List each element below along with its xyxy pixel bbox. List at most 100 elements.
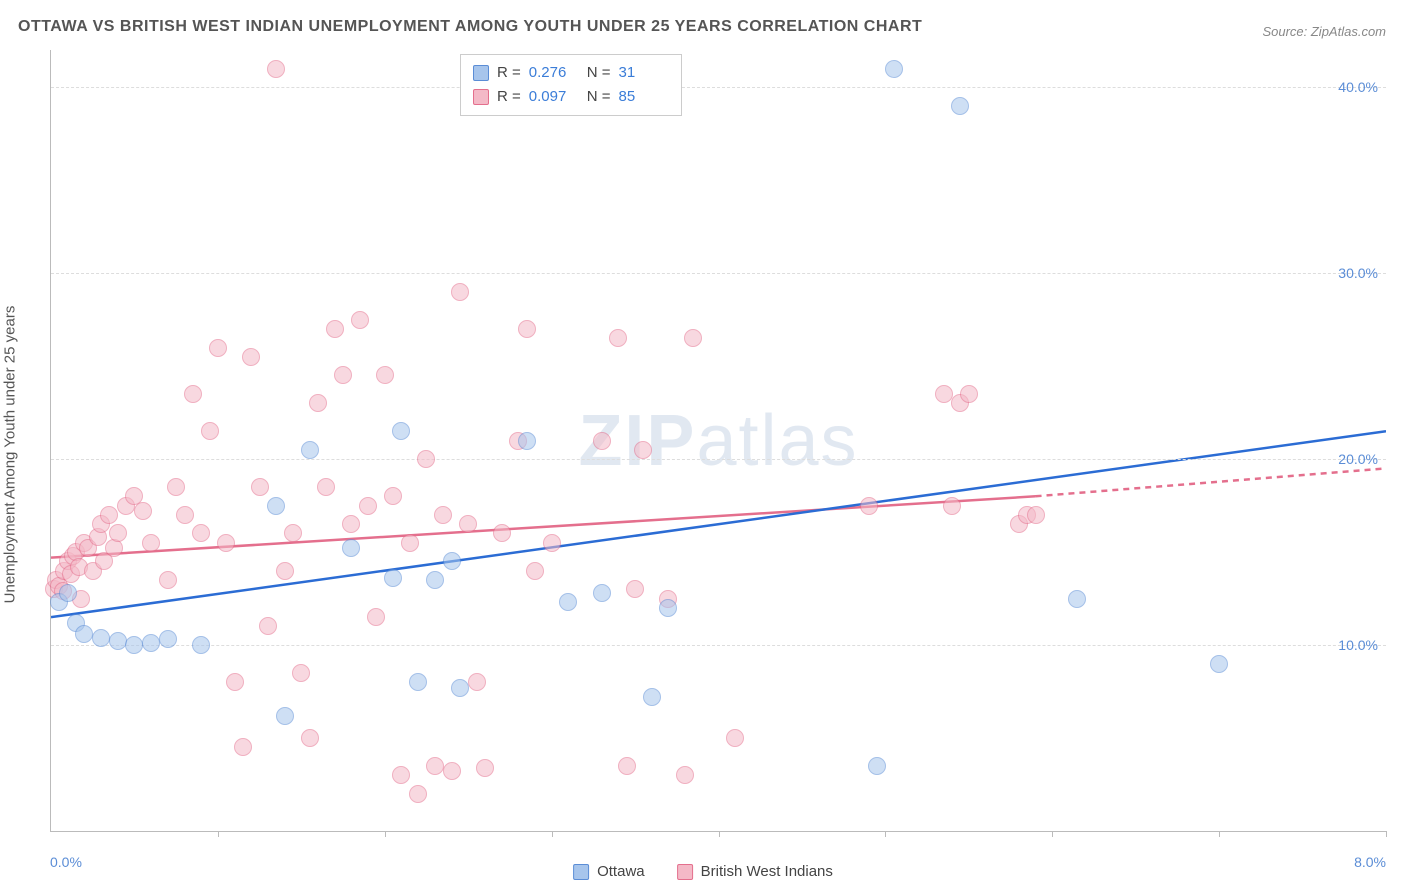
data-point — [59, 584, 77, 602]
stats-legend-box: R = 0.276 N = 31 R = 0.097 N = 85 — [460, 54, 682, 116]
data-point — [593, 432, 611, 450]
x-tick — [385, 831, 386, 837]
data-point — [125, 636, 143, 654]
data-point — [100, 506, 118, 524]
bottom-legend: Ottawa British West Indians — [573, 863, 833, 880]
x-tick — [885, 831, 886, 837]
data-point — [359, 497, 377, 515]
gridline — [51, 273, 1386, 274]
source-attribution: Source: ZipAtlas.com — [1262, 24, 1386, 39]
data-point — [459, 515, 477, 533]
data-point — [142, 534, 160, 552]
data-point — [443, 762, 461, 780]
chart-title: OTTAWA VS BRITISH WEST INDIAN UNEMPLOYME… — [18, 18, 922, 36]
data-point — [543, 534, 561, 552]
data-point — [476, 759, 494, 777]
data-point — [184, 385, 202, 403]
data-point — [392, 766, 410, 784]
legend-item-ottawa: Ottawa — [573, 863, 645, 880]
data-point — [242, 348, 260, 366]
gridline — [51, 645, 1386, 646]
data-point — [326, 320, 344, 338]
data-point — [217, 534, 235, 552]
data-point — [935, 385, 953, 403]
data-point — [301, 729, 319, 747]
data-point — [593, 584, 611, 602]
data-point — [276, 707, 294, 725]
data-point — [401, 534, 419, 552]
data-point — [868, 757, 886, 775]
data-point — [201, 422, 219, 440]
data-point — [559, 593, 577, 611]
gridline — [51, 87, 1386, 88]
data-point — [426, 757, 444, 775]
n-value-bwi: 85 — [619, 85, 669, 109]
data-point — [1027, 506, 1045, 524]
stats-row-bwi: R = 0.097 N = 85 — [473, 85, 669, 109]
x-tick — [1386, 831, 1387, 837]
data-point — [192, 636, 210, 654]
swatch-bwi-2 — [677, 864, 693, 880]
data-point — [618, 757, 636, 775]
y-tick-label: 40.0% — [1338, 79, 1378, 95]
data-point — [342, 515, 360, 533]
data-point — [75, 625, 93, 643]
data-point — [860, 497, 878, 515]
r-label: R = — [497, 61, 521, 85]
y-tick-label: 10.0% — [1338, 637, 1378, 653]
trend-lines — [51, 50, 1386, 831]
data-point — [676, 766, 694, 784]
x-tick — [552, 831, 553, 837]
n-value-ottawa: 31 — [619, 61, 669, 85]
y-tick-label: 30.0% — [1338, 265, 1378, 281]
data-point — [434, 506, 452, 524]
gridline — [51, 459, 1386, 460]
y-axis-label: Unemployment Among Youth under 25 years — [2, 306, 19, 604]
r-value-ottawa: 0.276 — [529, 61, 579, 85]
data-point — [159, 630, 177, 648]
data-point — [960, 385, 978, 403]
data-point — [609, 329, 627, 347]
r-value-bwi: 0.097 — [529, 85, 579, 109]
data-point — [251, 478, 269, 496]
x-tick — [1052, 831, 1053, 837]
plot-area: ZIPatlas 10.0% 20.0% 30.0% 40.0% — [50, 50, 1386, 832]
data-point — [276, 562, 294, 580]
data-point — [342, 539, 360, 557]
correlation-chart: OTTAWA VS BRITISH WEST INDIAN UNEMPLOYME… — [0, 0, 1406, 892]
legend-item-bwi: British West Indians — [677, 863, 833, 880]
data-point — [659, 599, 677, 617]
data-point — [301, 441, 319, 459]
data-point — [259, 617, 277, 635]
data-point — [284, 524, 302, 542]
data-point — [109, 524, 127, 542]
data-point — [409, 785, 427, 803]
watermark-light: atlas — [696, 401, 858, 481]
data-point — [426, 571, 444, 589]
data-point — [176, 506, 194, 524]
x-axis-min-label: 0.0% — [50, 854, 82, 870]
data-point — [493, 524, 511, 542]
watermark: ZIPatlas — [578, 400, 858, 482]
data-point — [167, 478, 185, 496]
data-point — [518, 320, 536, 338]
data-point — [643, 688, 661, 706]
data-point — [92, 629, 110, 647]
data-point — [142, 634, 160, 652]
data-point — [634, 441, 652, 459]
data-point — [192, 524, 210, 542]
data-point — [234, 738, 252, 756]
data-point — [384, 569, 402, 587]
data-point — [1210, 655, 1228, 673]
data-point — [351, 311, 369, 329]
data-point — [267, 60, 285, 78]
data-point — [384, 487, 402, 505]
data-point — [626, 580, 644, 598]
swatch-ottawa-2 — [573, 864, 589, 880]
data-point — [367, 608, 385, 626]
data-point — [951, 97, 969, 115]
r-label-2: R = — [497, 85, 521, 109]
data-point — [468, 673, 486, 691]
data-point — [392, 422, 410, 440]
y-tick-label: 20.0% — [1338, 451, 1378, 467]
